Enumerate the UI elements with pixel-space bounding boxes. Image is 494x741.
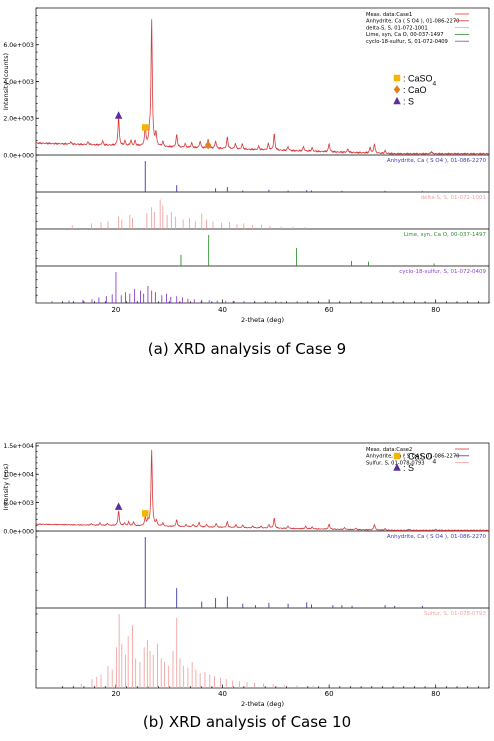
- legend-entry-label: delta-S, S, 01-072-1001: [366, 25, 428, 31]
- y-tick-label: 0.0e+000: [3, 152, 34, 159]
- marker-key-label: : S: [403, 463, 414, 473]
- xrd-chart-case-9: 0.0e+000 2.0e+003 4.0e+003 6.0e+003 Intensit…: [2, 7, 490, 324]
- reference-panel-label: cyclo-18-sulfur, S, 01-072-0409: [399, 269, 486, 275]
- legend-entry-label: Anhydrite, Ca ( S O4 ), 01-086-2270: [366, 454, 459, 460]
- y-tick-label: 6.0e+003: [3, 42, 34, 49]
- caption-a: (a) XRD analysis of Case 9: [148, 340, 346, 358]
- x-tick-label: 20: [111, 306, 120, 314]
- marker-key-square-icon: [393, 452, 401, 460]
- legend-entry-label: cyclo-18-sulfur, S, 01-072-0409: [366, 39, 448, 45]
- x-tick-label: 60: [325, 306, 334, 314]
- marker-key-square-icon: [393, 74, 401, 82]
- x-axis-label: 2-theta (deg): [241, 316, 284, 324]
- caption-b: (b) XRD analysis of Case 10: [143, 713, 351, 731]
- reference-panel-label: Anhydrite, Ca ( S O4 ), 01-086-2270: [387, 534, 487, 540]
- y-axis-label: Intensity (counts): [2, 53, 10, 110]
- legend-entry-label: Lime, syn, Ca O, 00-037-1497: [366, 32, 444, 38]
- plot-frame: [35, 442, 490, 689]
- y-tick-label: 1.0e+004: [3, 472, 34, 479]
- peak-marker-diamond-icon: [204, 140, 212, 150]
- reference-panel-label: Lime, syn, Ca O, 00-037-1497: [404, 232, 487, 238]
- measured-pattern-line: [35, 19, 490, 156]
- y-axis-label: Intensity (cps): [2, 464, 10, 511]
- peak-marker-triangle-icon: [114, 111, 123, 119]
- x-tick-label: 20: [111, 690, 120, 698]
- legend-entry-label: Anhydrite, Ca ( S O4 ), 01-086-2270: [366, 19, 459, 25]
- legend-entry-label: Meas. data:Case1: [366, 12, 412, 18]
- x-tick-label: 60: [325, 690, 334, 698]
- x-tick-label: 80: [431, 690, 440, 698]
- peak-marker-square-icon: [142, 510, 149, 517]
- peak-marker-square-icon: [142, 124, 149, 131]
- y-tick-label: 2.0e+003: [3, 116, 34, 123]
- marker-key-triangle-icon: [393, 96, 401, 105]
- x-tick-label: 80: [431, 306, 440, 314]
- y-tick-label: 0.0e+000: [3, 528, 34, 535]
- marker-key-label: : CaO: [403, 85, 427, 95]
- marker-key-diamond-icon: [393, 85, 401, 94]
- x-axis-label: 2-theta (deg): [241, 700, 284, 708]
- peak-marker-triangle-icon: [114, 502, 123, 510]
- marker-key-triangle-icon: [393, 463, 401, 471]
- legend-entry-label: Sulfur, S, 01-078-0793: [366, 460, 425, 466]
- legend-entry-label: Meas. data:Case2: [366, 447, 412, 453]
- xrd-chart-case-10: 0.0e+000 5.0e+003 1.0e+004 1.5e+004 Intensit…: [2, 442, 490, 708]
- measured-pattern-line: [35, 449, 490, 532]
- y-tick-label: 5.0e+003: [3, 500, 34, 507]
- x-tick-label: 40: [218, 306, 227, 314]
- reference-panel-label: Anhydrite, Ca ( S O4 ), 01-086-2270: [387, 158, 487, 164]
- y-tick-label: 4.0e+003: [3, 79, 34, 86]
- plot-frame: [35, 7, 490, 304]
- reference-panel-label: Sulfur, S, 01-078-0793: [424, 611, 487, 617]
- marker-key-label: : S: [403, 97, 414, 107]
- y-tick-label: 1.5e+004: [3, 443, 34, 450]
- reference-panel-label: delta-S, S, 01-072-1001: [421, 195, 486, 201]
- x-tick-label: 40: [218, 690, 227, 698]
